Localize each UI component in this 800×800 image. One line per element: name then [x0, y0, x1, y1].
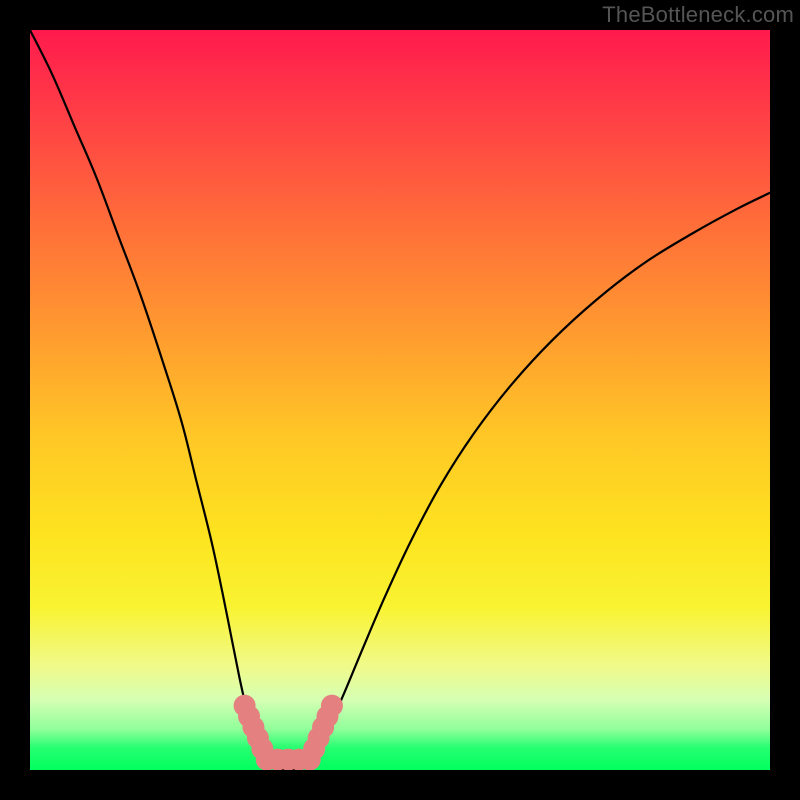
frame-bar: [0, 0, 30, 800]
chart-canvas: [0, 0, 800, 800]
plot-background: [30, 30, 770, 770]
frame-bar: [0, 770, 800, 800]
watermark-text: TheBottleneck.com: [602, 2, 794, 28]
trough-marker-dot: [321, 695, 343, 717]
frame-bar: [770, 0, 800, 800]
